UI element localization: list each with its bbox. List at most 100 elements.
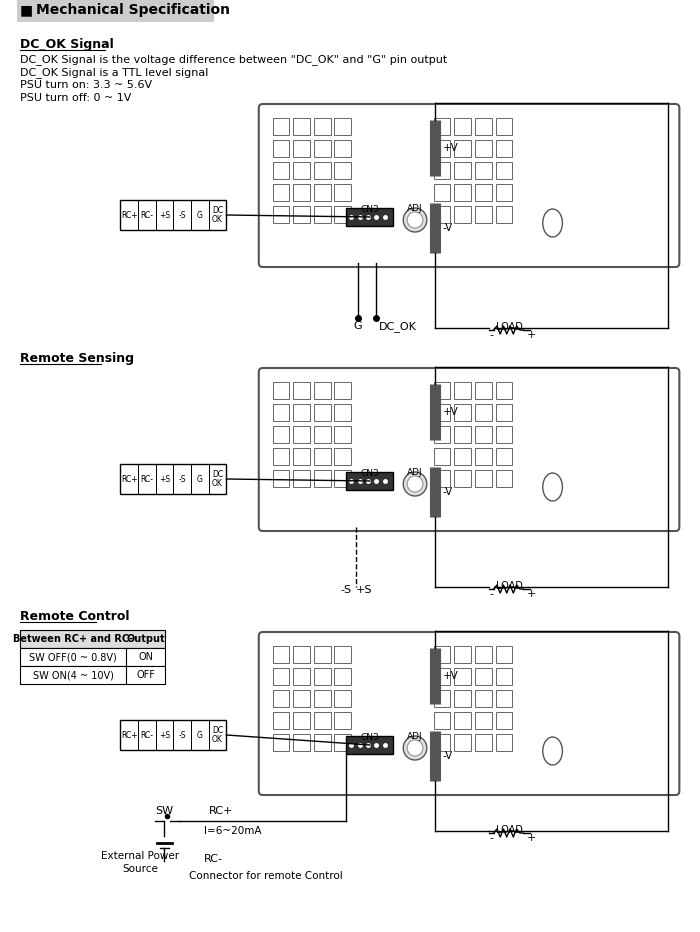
Bar [434, 646, 450, 663]
Text: -V: -V [442, 751, 453, 761]
Text: LOAD: LOAD [496, 825, 523, 835]
Bar [120, 720, 226, 750]
Bar [434, 668, 450, 685]
Bar [335, 140, 351, 157]
Text: RC+: RC+ [121, 731, 137, 739]
Bar [496, 118, 512, 135]
Bar [496, 668, 512, 685]
Circle shape [403, 472, 427, 496]
Text: Mechanical Specification: Mechanical Specification [36, 3, 230, 17]
Bar [475, 382, 491, 399]
Text: DC
OK: DC OK [212, 726, 223, 744]
Bar [346, 736, 393, 754]
Text: RC-: RC- [140, 211, 153, 220]
Bar [335, 712, 351, 729]
Circle shape [407, 212, 423, 228]
Text: G: G [197, 211, 203, 220]
Text: +V: +V [442, 407, 458, 417]
Bar [272, 668, 289, 685]
Bar [475, 448, 491, 465]
Bar [475, 404, 491, 421]
Text: -: - [490, 833, 493, 843]
Bar [314, 448, 330, 465]
Bar [335, 470, 351, 487]
FancyBboxPatch shape [259, 104, 680, 267]
Text: G: G [197, 474, 203, 484]
Bar [293, 118, 310, 135]
Bar [272, 184, 289, 201]
Bar [335, 184, 351, 201]
Bar [434, 382, 450, 399]
Text: SW: SW [155, 806, 174, 816]
Bar [434, 712, 450, 729]
Text: SW ON(4 ~ 10V): SW ON(4 ~ 10V) [33, 670, 113, 680]
Bar [496, 404, 512, 421]
Bar [454, 184, 471, 201]
Text: +: + [526, 589, 536, 599]
Text: RC+: RC+ [209, 806, 233, 816]
Bar [314, 184, 330, 201]
Bar [293, 184, 310, 201]
Bar [475, 734, 491, 751]
Bar [272, 470, 289, 487]
Text: -: - [490, 330, 493, 340]
Bar [335, 448, 351, 465]
Bar [314, 690, 330, 707]
Ellipse shape [542, 737, 562, 765]
FancyBboxPatch shape [259, 632, 680, 795]
Text: -S: -S [178, 474, 186, 484]
Bar [454, 426, 471, 443]
Bar [475, 118, 491, 135]
Text: LOAD: LOAD [496, 581, 523, 591]
Bar [496, 690, 512, 707]
Bar [475, 184, 491, 201]
Ellipse shape [542, 209, 562, 237]
Bar [335, 118, 351, 135]
Bar [454, 470, 471, 487]
Text: CN3: CN3 [360, 733, 379, 742]
Bar [434, 470, 450, 487]
Bar [335, 690, 351, 707]
Text: -V: -V [442, 223, 453, 233]
Text: PSU turn on: 3.3 ~ 5.6V: PSU turn on: 3.3 ~ 5.6V [20, 80, 152, 90]
Text: Remote Sensing: Remote Sensing [20, 352, 134, 365]
Bar [475, 712, 491, 729]
Bar [335, 426, 351, 443]
Text: SW OFF(0 ~ 0.8V): SW OFF(0 ~ 0.8V) [29, 652, 117, 662]
Bar [496, 734, 512, 751]
Bar [434, 690, 450, 707]
Bar [314, 470, 330, 487]
Text: Connector for remote Control: Connector for remote Control [189, 871, 343, 881]
Bar [454, 140, 471, 157]
Bar [335, 382, 351, 399]
Bar [434, 448, 450, 465]
Bar [293, 140, 310, 157]
Bar [272, 118, 289, 135]
Text: DC_OK Signal is a TTL level signal: DC_OK Signal is a TTL level signal [20, 67, 209, 78]
Bar [272, 734, 289, 751]
Text: RC-: RC- [140, 474, 153, 484]
Bar [293, 448, 310, 465]
Bar [475, 206, 491, 223]
Bar [475, 162, 491, 179]
Bar [314, 404, 330, 421]
Bar [496, 646, 512, 663]
Text: -S: -S [178, 211, 186, 220]
Text: I=6~20mA: I=6~20mA [204, 826, 261, 836]
Bar [335, 162, 351, 179]
Bar [475, 646, 491, 663]
Bar [475, 690, 491, 707]
Text: Between RC+ and RC-: Between RC+ and RC- [13, 634, 133, 644]
Bar [335, 206, 351, 223]
Text: RC+: RC+ [121, 474, 137, 484]
Bar [272, 206, 289, 223]
Bar [335, 646, 351, 663]
Bar [120, 200, 226, 230]
Bar [293, 690, 310, 707]
Text: +S: +S [356, 585, 372, 595]
Bar [496, 448, 512, 465]
Text: ADJ: ADJ [407, 732, 423, 741]
Text: RC-: RC- [140, 731, 153, 739]
Text: DC_OK Signal: DC_OK Signal [20, 38, 113, 51]
Text: DC
OK: DC OK [212, 471, 223, 487]
